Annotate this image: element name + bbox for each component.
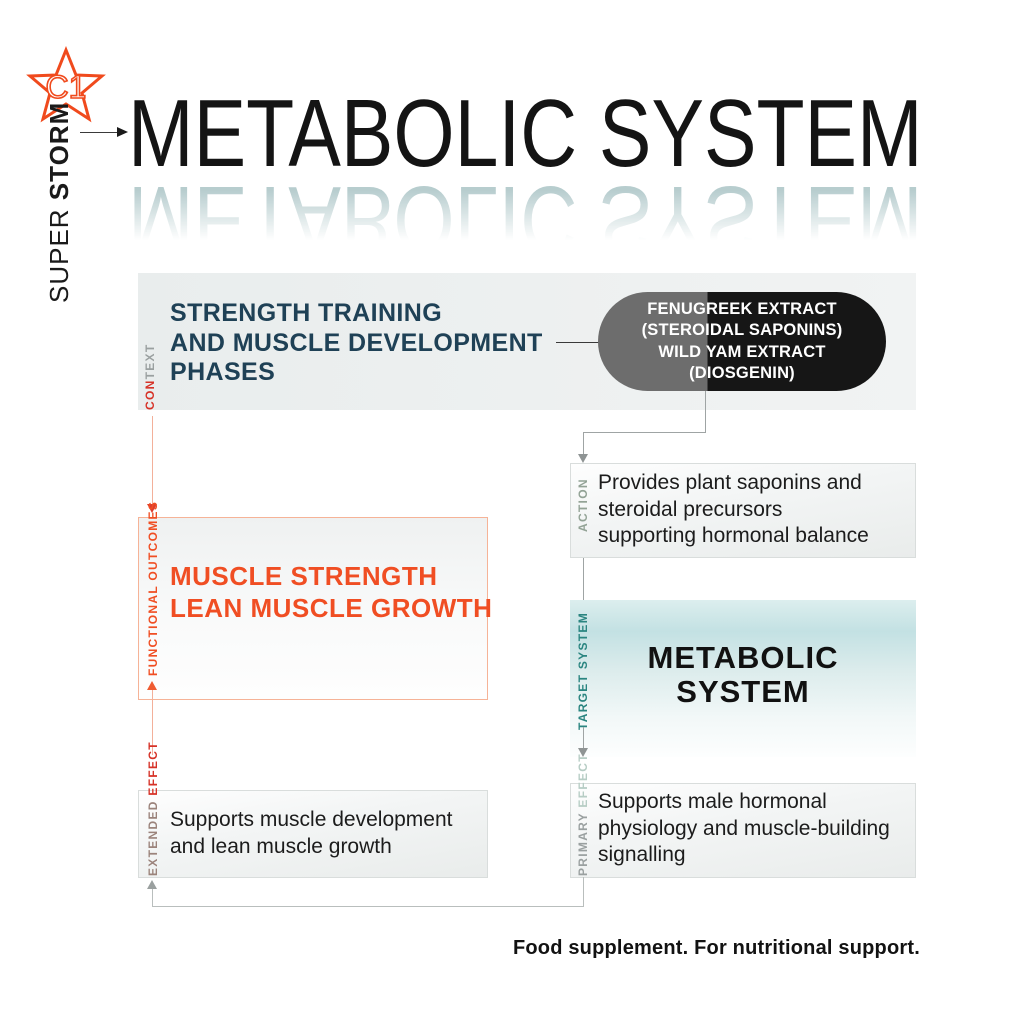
extended-outcomes-line [152, 690, 153, 755]
ingredients-pill: FENUGREEK EXTRACT (STEROIDAL SAPONINS) W… [598, 292, 886, 391]
extended-effect-label: EXTENDED EFFECT [146, 741, 160, 876]
brand-name-regular: SUPER [44, 200, 74, 303]
arrow-up-icon [147, 880, 157, 889]
extended-label-muted: EXTENDED [146, 795, 160, 876]
action-box [570, 463, 916, 558]
pill-connector-v2 [583, 432, 584, 455]
pill-connector-v1 [705, 391, 706, 433]
arrow-down-icon [578, 454, 588, 463]
primary-effect-label: PRIMARY EFFECT [576, 753, 590, 876]
context-pill-line [556, 342, 616, 343]
action-target-line [583, 558, 584, 604]
primary-label-muted: PRIMARY [576, 807, 590, 876]
footer-note: Food supplement. For nutritional support… [512, 937, 920, 959]
primary-effect-box [570, 783, 916, 878]
arrow-up-icon [147, 681, 157, 690]
page-title-reflection: METABOLIC SYSTEM [128, 166, 923, 273]
arrow-down-icon [147, 504, 157, 513]
target-primary-line [583, 727, 584, 749]
star-badge-text: C1 [46, 69, 87, 105]
brand-name-vertical: SUPER STORM [44, 102, 75, 303]
loop-line-left [152, 889, 153, 907]
action-text: Provides plant saponins and steroidal pr… [598, 471, 869, 548]
extended-label-accent: EFFECT [146, 741, 160, 796]
target-system-box [570, 600, 916, 757]
functional-outcomes-box [138, 517, 488, 700]
action-label: ACTION [576, 478, 590, 532]
arrow-right-icon [117, 127, 128, 137]
functional-outcomes-heading: MUSCLE STRENGTH LEAN MUSCLE GROWTH [170, 561, 493, 623]
star-icon: C1 [26, 46, 106, 123]
brand-arrow-line [80, 132, 118, 133]
target-system-heading: METABOLIC SYSTEM [647, 640, 839, 710]
context-label-accent: CON [143, 379, 157, 410]
context-label-muted: TEXT [143, 343, 157, 380]
primary-label-accent: EFFECT [576, 753, 590, 808]
pill-connector-h [583, 432, 706, 433]
primary-effect-text: Supports male hormonal physiology and mu… [598, 790, 890, 867]
context-label: CONTEXT [143, 340, 157, 410]
loop-line-right [583, 877, 584, 907]
extended-effect-text: Supports muscle development and lean mus… [170, 808, 453, 858]
brand-name-bold: STORM [44, 101, 74, 201]
functional-outcomes-label: FUNCTIONAL OUTCOMES [146, 500, 160, 676]
context-heading: STRENGTH TRAINING AND MUSCLE DEVELOPMENT… [170, 299, 543, 386]
extended-effect-box [138, 790, 488, 878]
loop-line-bottom [152, 906, 584, 907]
arrow-down-icon [578, 748, 588, 757]
page-title: METABOLIC SYSTEM [128, 80, 923, 187]
context-outcomes-line [152, 416, 153, 506]
